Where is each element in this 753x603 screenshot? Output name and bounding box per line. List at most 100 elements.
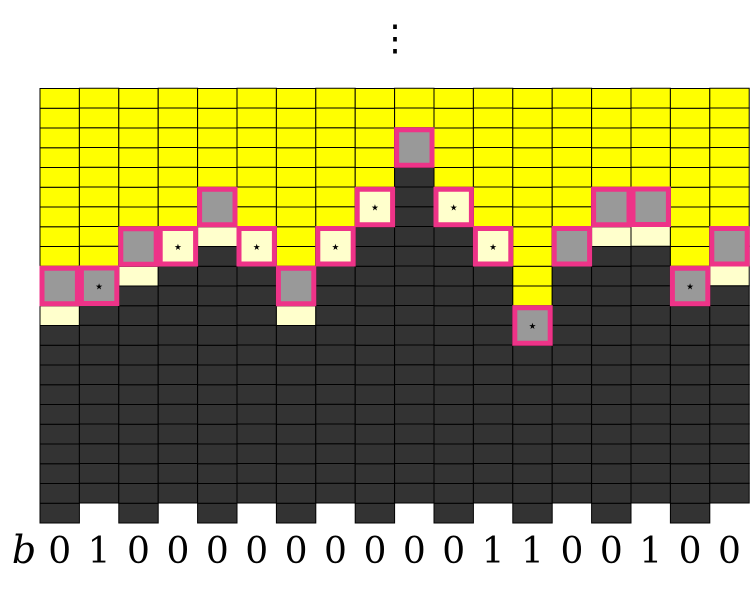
dark-tile — [118, 325, 159, 346]
pale-tile — [118, 265, 159, 287]
dark-tile — [630, 344, 671, 366]
yellow-tile — [118, 167, 159, 188]
yellow-tile — [118, 107, 159, 129]
yellow-tile — [315, 186, 356, 208]
dark-tile — [433, 226, 474, 247]
dark-tile — [39, 384, 80, 405]
yellow-tile — [157, 87, 199, 109]
dark-tile — [197, 246, 238, 267]
dark-tile — [709, 403, 750, 425]
dark-tile — [197, 423, 238, 445]
dark-tile — [197, 502, 238, 524]
yellow-tile — [157, 127, 199, 148]
yellow-tile — [315, 206, 356, 227]
dark-tile — [630, 384, 671, 405]
dark-tile — [394, 403, 435, 425]
dark-tile — [433, 463, 474, 484]
dark-tile — [551, 344, 593, 366]
yellow-tile — [709, 166, 750, 188]
dark-tile — [591, 325, 632, 346]
dark-tile — [236, 403, 277, 425]
yellow-tile — [118, 206, 159, 228]
tile-column — [354, 88, 396, 524]
bit-label: 0 — [166, 531, 189, 572]
dark-tile — [472, 364, 514, 385]
bit-label: 0 — [245, 531, 268, 572]
yellow-tile — [275, 88, 317, 109]
dark-tile — [472, 403, 514, 425]
dark-tile — [591, 483, 632, 504]
dark-tile — [78, 384, 120, 405]
dark-tile — [709, 482, 750, 504]
dark-tile — [39, 483, 80, 504]
pale-tile — [591, 226, 632, 247]
yellow-tile — [512, 226, 553, 247]
dark-tile — [551, 324, 593, 346]
yellow-tile — [630, 107, 671, 129]
tile-column — [551, 87, 593, 504]
dark-tile — [39, 443, 80, 465]
yellow-tile — [512, 265, 553, 287]
yellow-tile — [472, 127, 514, 148]
dark-tile — [394, 166, 435, 188]
yellow-tile — [354, 167, 396, 188]
dark-tile — [275, 344, 317, 366]
gray-highlight-tile — [630, 186, 671, 227]
yellow-tile — [315, 107, 356, 129]
dark-tile — [236, 463, 277, 484]
gray-highlight-tile — [197, 186, 238, 228]
yellow-tile — [39, 167, 80, 188]
yellow-tile — [275, 167, 317, 188]
dark-tile — [157, 384, 199, 405]
dark-tile — [354, 364, 396, 386]
dark-tile — [236, 384, 277, 405]
yellow-tile — [157, 107, 199, 129]
dark-tile — [275, 404, 317, 425]
yellow-tile — [472, 186, 514, 208]
pale-highlight-tile — [354, 186, 396, 228]
dark-tile — [275, 443, 317, 465]
dark-tile — [472, 482, 514, 504]
dark-tile — [394, 245, 435, 267]
dark-tile — [315, 344, 356, 366]
pale-tile — [39, 305, 80, 326]
yellow-tile — [709, 206, 750, 227]
yellow-tile — [236, 107, 277, 129]
yellow-tile — [551, 87, 593, 109]
dark-tile — [472, 305, 514, 326]
star-marker: ⋆ — [173, 237, 184, 257]
dark-tile — [709, 463, 750, 484]
dark-tile — [630, 265, 671, 287]
dark-tile — [315, 305, 356, 326]
pale-tile — [275, 305, 317, 326]
dark-tile — [354, 483, 396, 504]
dark-tile — [39, 502, 80, 524]
dark-tile — [118, 483, 159, 504]
gray-highlight-tile — [669, 265, 711, 307]
dark-tile — [591, 344, 632, 366]
dark-tile — [433, 325, 474, 346]
dark-tile — [394, 364, 435, 385]
dark-tile — [551, 403, 593, 425]
dark-tile — [551, 384, 593, 405]
dark-tile — [118, 502, 159, 524]
dark-tile — [591, 404, 632, 425]
dark-tile — [275, 423, 317, 445]
tile-grid — [39, 87, 750, 524]
tile-column — [394, 87, 435, 504]
dark-tile — [551, 443, 593, 464]
star-marker: ⋆ — [488, 237, 499, 257]
dark-tile — [354, 226, 396, 247]
dark-tile — [236, 482, 277, 504]
dark-tile — [275, 384, 317, 405]
gray-highlight-tile — [551, 226, 593, 267]
gray-highlight-tile — [591, 186, 632, 228]
yellow-tile — [275, 226, 317, 247]
bit-label: 1 — [88, 531, 111, 572]
dark-tile — [118, 463, 159, 484]
dark-tile — [275, 502, 317, 524]
bit-label: 0 — [285, 531, 308, 572]
dark-tile — [551, 265, 593, 287]
